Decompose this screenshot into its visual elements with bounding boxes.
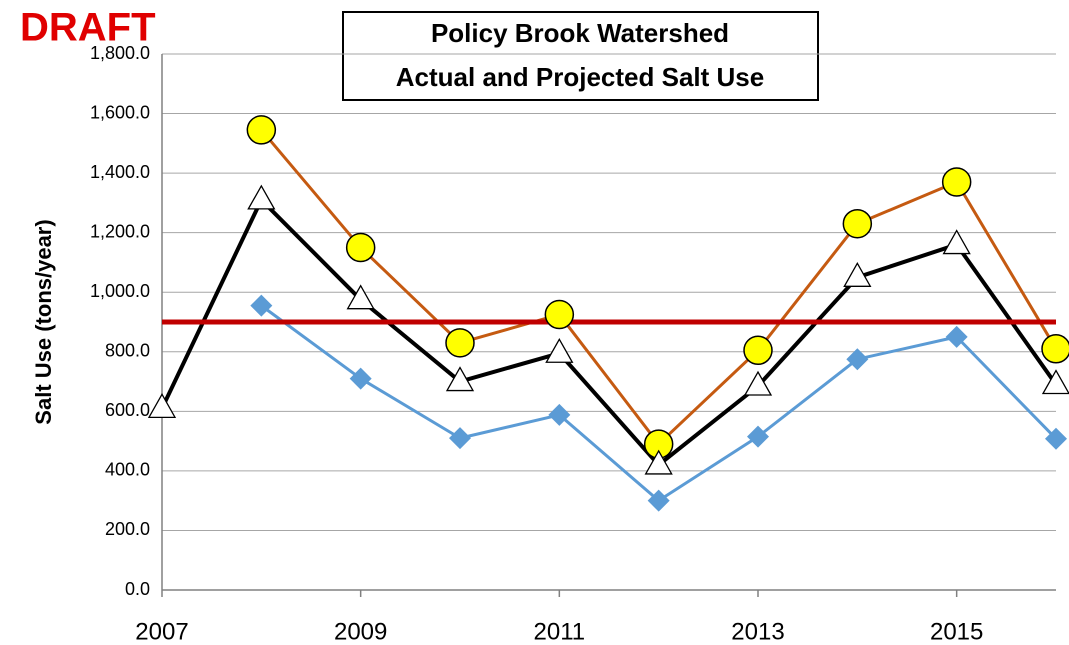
triangle-marker xyxy=(644,449,673,475)
diamond-marker xyxy=(945,325,968,348)
title-box xyxy=(342,11,819,101)
y-tick-label: 0.0 xyxy=(125,579,150,599)
y-tick-label: 1,400.0 xyxy=(90,162,150,182)
diamond-marker xyxy=(548,403,571,426)
x-tick-label: 2013 xyxy=(731,618,784,645)
diamond-marker xyxy=(647,489,670,512)
chart-title: Policy Brook Watershed xyxy=(431,18,729,48)
y-tick-label: 800.0 xyxy=(105,341,150,361)
x-tick-label: 2007 xyxy=(135,618,188,645)
y-axis-label: Salt Use (tons/year) xyxy=(31,219,56,424)
triangle-marker xyxy=(346,284,375,310)
diamond-marker xyxy=(449,427,471,450)
diamond-marker xyxy=(250,294,273,317)
y-tick-label: 1,200.0 xyxy=(90,221,150,241)
triangle-marker xyxy=(1041,369,1069,395)
circle-marker xyxy=(345,232,376,263)
circle-marker xyxy=(246,115,277,145)
series-line xyxy=(260,128,1058,446)
circle-marker xyxy=(941,167,972,197)
y-tick-label: 1,000.0 xyxy=(90,281,150,301)
diamond-marker xyxy=(1045,427,1067,450)
y-tick-label: 1,800.0 xyxy=(90,43,150,63)
y-tick-label: 1,600.0 xyxy=(90,102,150,122)
series-line xyxy=(160,197,1058,467)
x-tick-label: 2015 xyxy=(930,618,983,645)
triangle-marker xyxy=(147,393,177,419)
titles: Policy Brook Watershed Actual and Projec… xyxy=(20,6,764,425)
triangle-marker xyxy=(743,370,773,396)
y-tick-label: 600.0 xyxy=(105,400,150,420)
triangle-marker xyxy=(247,184,276,210)
circle-marker xyxy=(445,328,475,358)
triangle-marker xyxy=(545,337,574,363)
x-tick-label: 2009 xyxy=(334,618,387,645)
triangle-marker xyxy=(942,229,971,255)
x-tick-label: 2011 xyxy=(534,618,586,645)
circle-marker xyxy=(842,208,873,239)
circle-marker xyxy=(544,299,575,330)
diamond-marker xyxy=(349,367,372,390)
triangle-marker xyxy=(445,366,475,392)
circle-marker xyxy=(743,335,773,366)
plot-area: 0.0 200.0 400.0 600.0 800.0 1,000.0 1,200.0 1,4… xyxy=(90,43,1069,645)
chart-title: Actual and Projected Salt Use xyxy=(396,62,764,92)
circle-marker xyxy=(1041,334,1069,364)
y-tick-label: 400.0 xyxy=(105,460,150,480)
diamond-marker xyxy=(846,348,869,371)
y-tick-label: 200.0 xyxy=(105,519,150,539)
draft-annotation: DRAFT xyxy=(20,6,156,50)
triangle-marker xyxy=(843,262,872,287)
diamond-marker xyxy=(747,425,769,448)
